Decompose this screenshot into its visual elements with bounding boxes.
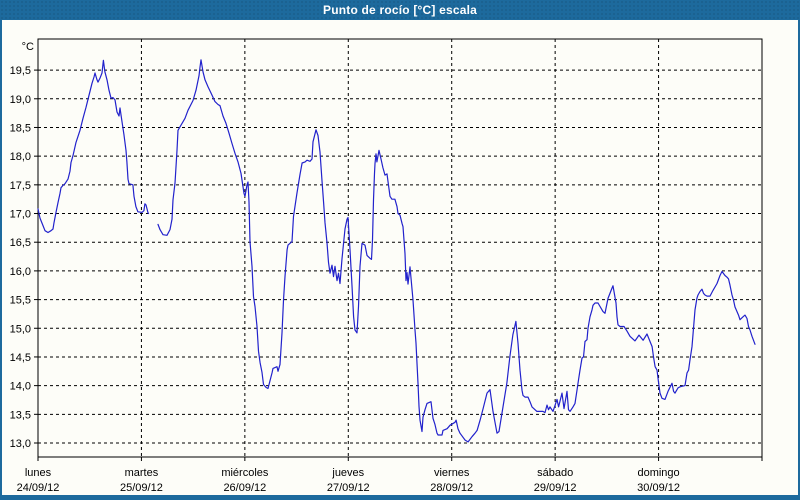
plot-border — [37, 38, 763, 458]
y-tick-label: 17,0 — [10, 209, 31, 221]
y-tick-label: 17,5 — [10, 180, 31, 192]
x-tick-date-label: 30/09/12 — [637, 482, 680, 494]
page-title: Punto de rocío [°C] escala — [322, 3, 478, 17]
dewpoint-series-line — [37, 59, 150, 234]
y-tick-label: 19,5 — [10, 65, 31, 77]
y-tick-label: 13,5 — [10, 409, 31, 421]
x-tick-date-label: 25/09/12 — [120, 482, 163, 494]
y-tick-label: 18,5 — [10, 122, 31, 134]
y-tick-label: 14,0 — [10, 381, 31, 393]
y-axis-unit-label: °C — [22, 41, 34, 53]
x-tick-day-label: viernes — [434, 467, 470, 479]
dewpoint-series-line — [157, 59, 756, 443]
y-tick-label: 14,5 — [10, 352, 31, 364]
x-tick-date-label: 29/09/12 — [534, 482, 577, 494]
x-tick-day-label: martes — [125, 467, 159, 479]
y-tick-label: 16,5 — [10, 237, 31, 249]
x-tick-day-label: jueves — [331, 467, 364, 479]
x-tick-day-label: domingo — [637, 467, 679, 479]
y-tick-label: 13,0 — [10, 438, 31, 450]
y-tick-label: 15,0 — [10, 323, 31, 335]
x-tick-day-label: lunes — [25, 467, 52, 479]
x-tick-date-label: 27/09/12 — [327, 482, 370, 494]
x-tick-day-label: miércoles — [221, 467, 269, 479]
x-tick-date-label: 28/09/12 — [430, 482, 473, 494]
x-tick-day-label: sábado — [537, 467, 573, 479]
y-tick-label: 15,5 — [10, 295, 31, 307]
y-tick-label: 19,0 — [10, 94, 31, 106]
dewpoint-line-chart: 19,5 19,0 18,5 18,0 17,5 17,0 16,5 16,0 15,5 15,0… — [10, 38, 763, 494]
title-bar: Punto de rocío [°C] escala — [0, 0, 800, 20]
x-tick-date-label: 26/09/12 — [223, 482, 266, 494]
x-tick-date-label: 24/09/12 — [17, 482, 60, 494]
y-tick-label: 16,0 — [10, 266, 31, 278]
y-tick-label: 18,0 — [10, 151, 31, 163]
chart-area: 19,5 19,0 18,5 18,0 17,5 17,0 16,5 16,0 15,5 15,0… — [2, 20, 798, 495]
